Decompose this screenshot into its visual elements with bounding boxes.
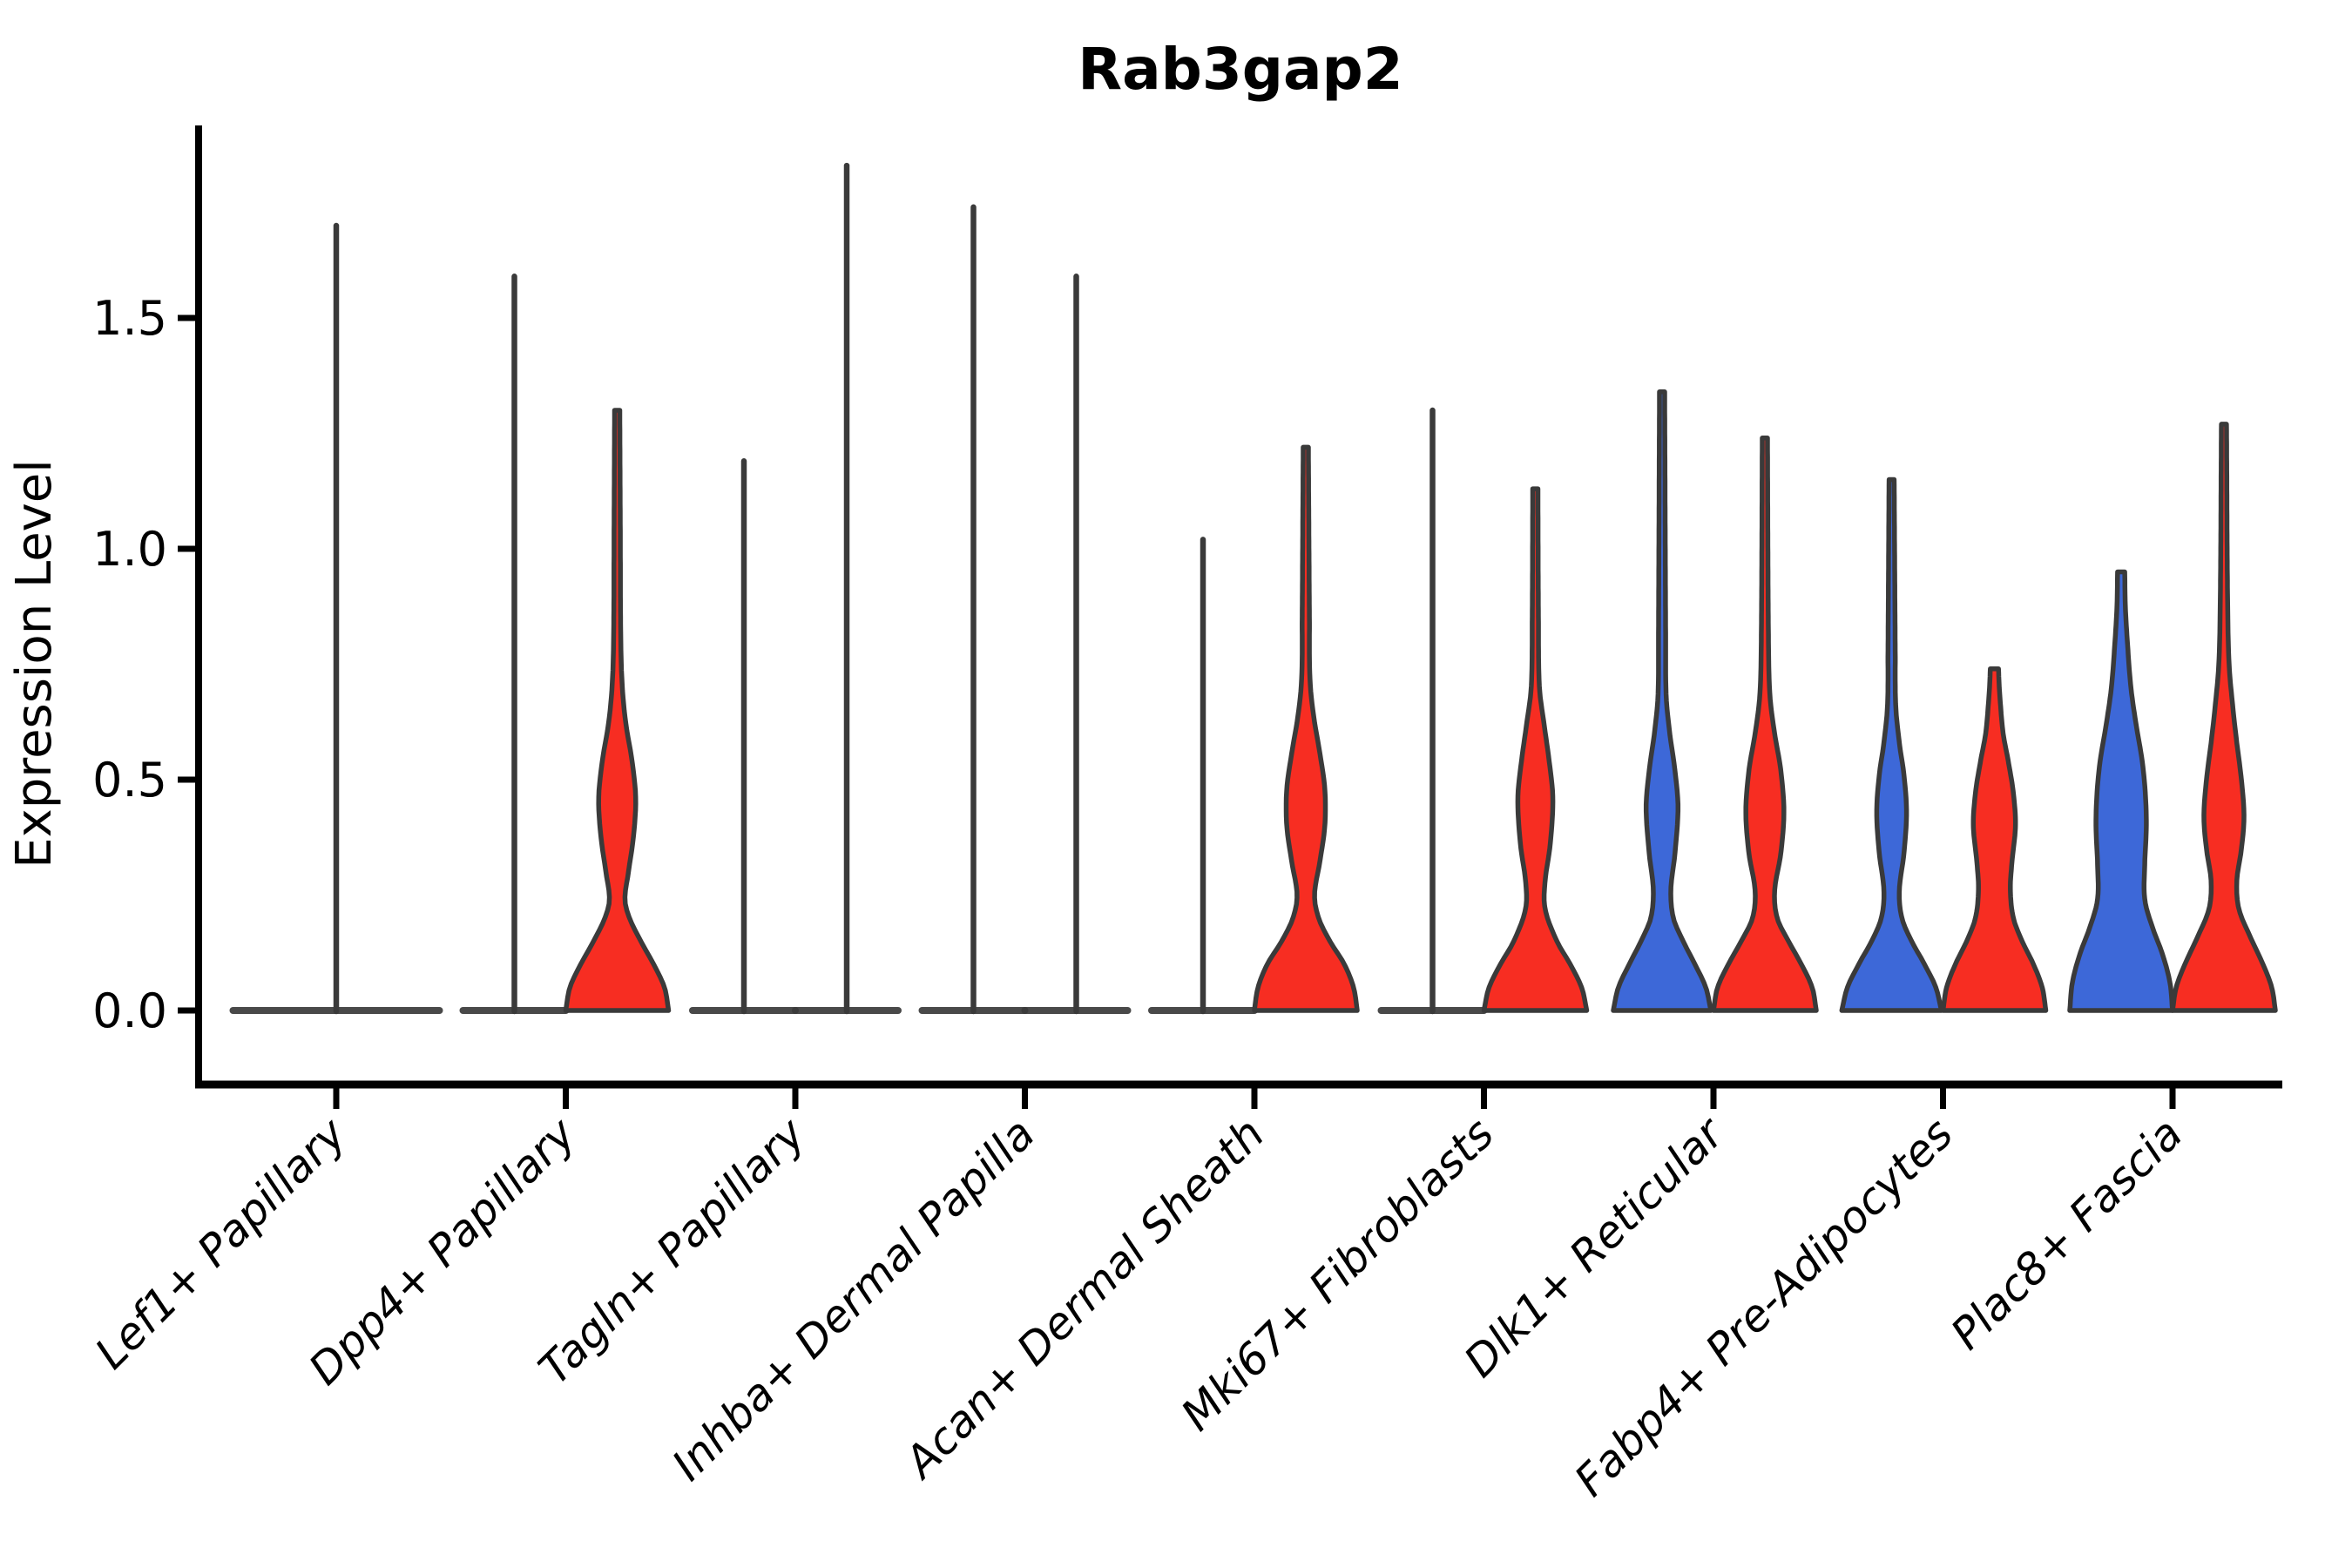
violin-6-right	[1711, 436, 1819, 1013]
violin-7-left	[1839, 476, 1944, 1013]
violin-5-right	[1481, 486, 1590, 1013]
violin-6-left	[1611, 389, 1713, 1013]
violins	[229, 162, 2278, 1015]
x-tick-label: Fabp4+ Pre-Adipocytes	[1565, 1108, 1963, 1506]
x-tick-label: Lef1+ Papillary	[85, 1107, 356, 1378]
y-tick-label: 1.5	[92, 291, 167, 346]
violin-1-right	[563, 408, 672, 1013]
violin-4-right	[1252, 444, 1360, 1013]
y-tick-label: 0.0	[92, 983, 167, 1038]
y-tick-label: 0.5	[92, 753, 167, 808]
y-axis-label: Expression Level	[6, 459, 63, 868]
x-tick-label: Plac8+ Fascia	[1942, 1108, 2193, 1359]
violin-7-right	[1940, 666, 2049, 1013]
violin-8-right	[2170, 422, 2278, 1013]
y-tick-label: 1.0	[92, 522, 167, 577]
x-tick-label: Inhba+ Dermal Papilla	[663, 1108, 1044, 1490]
plot-title: Rab3gap2	[1078, 36, 1402, 103]
violin-8-left	[2067, 569, 2175, 1013]
